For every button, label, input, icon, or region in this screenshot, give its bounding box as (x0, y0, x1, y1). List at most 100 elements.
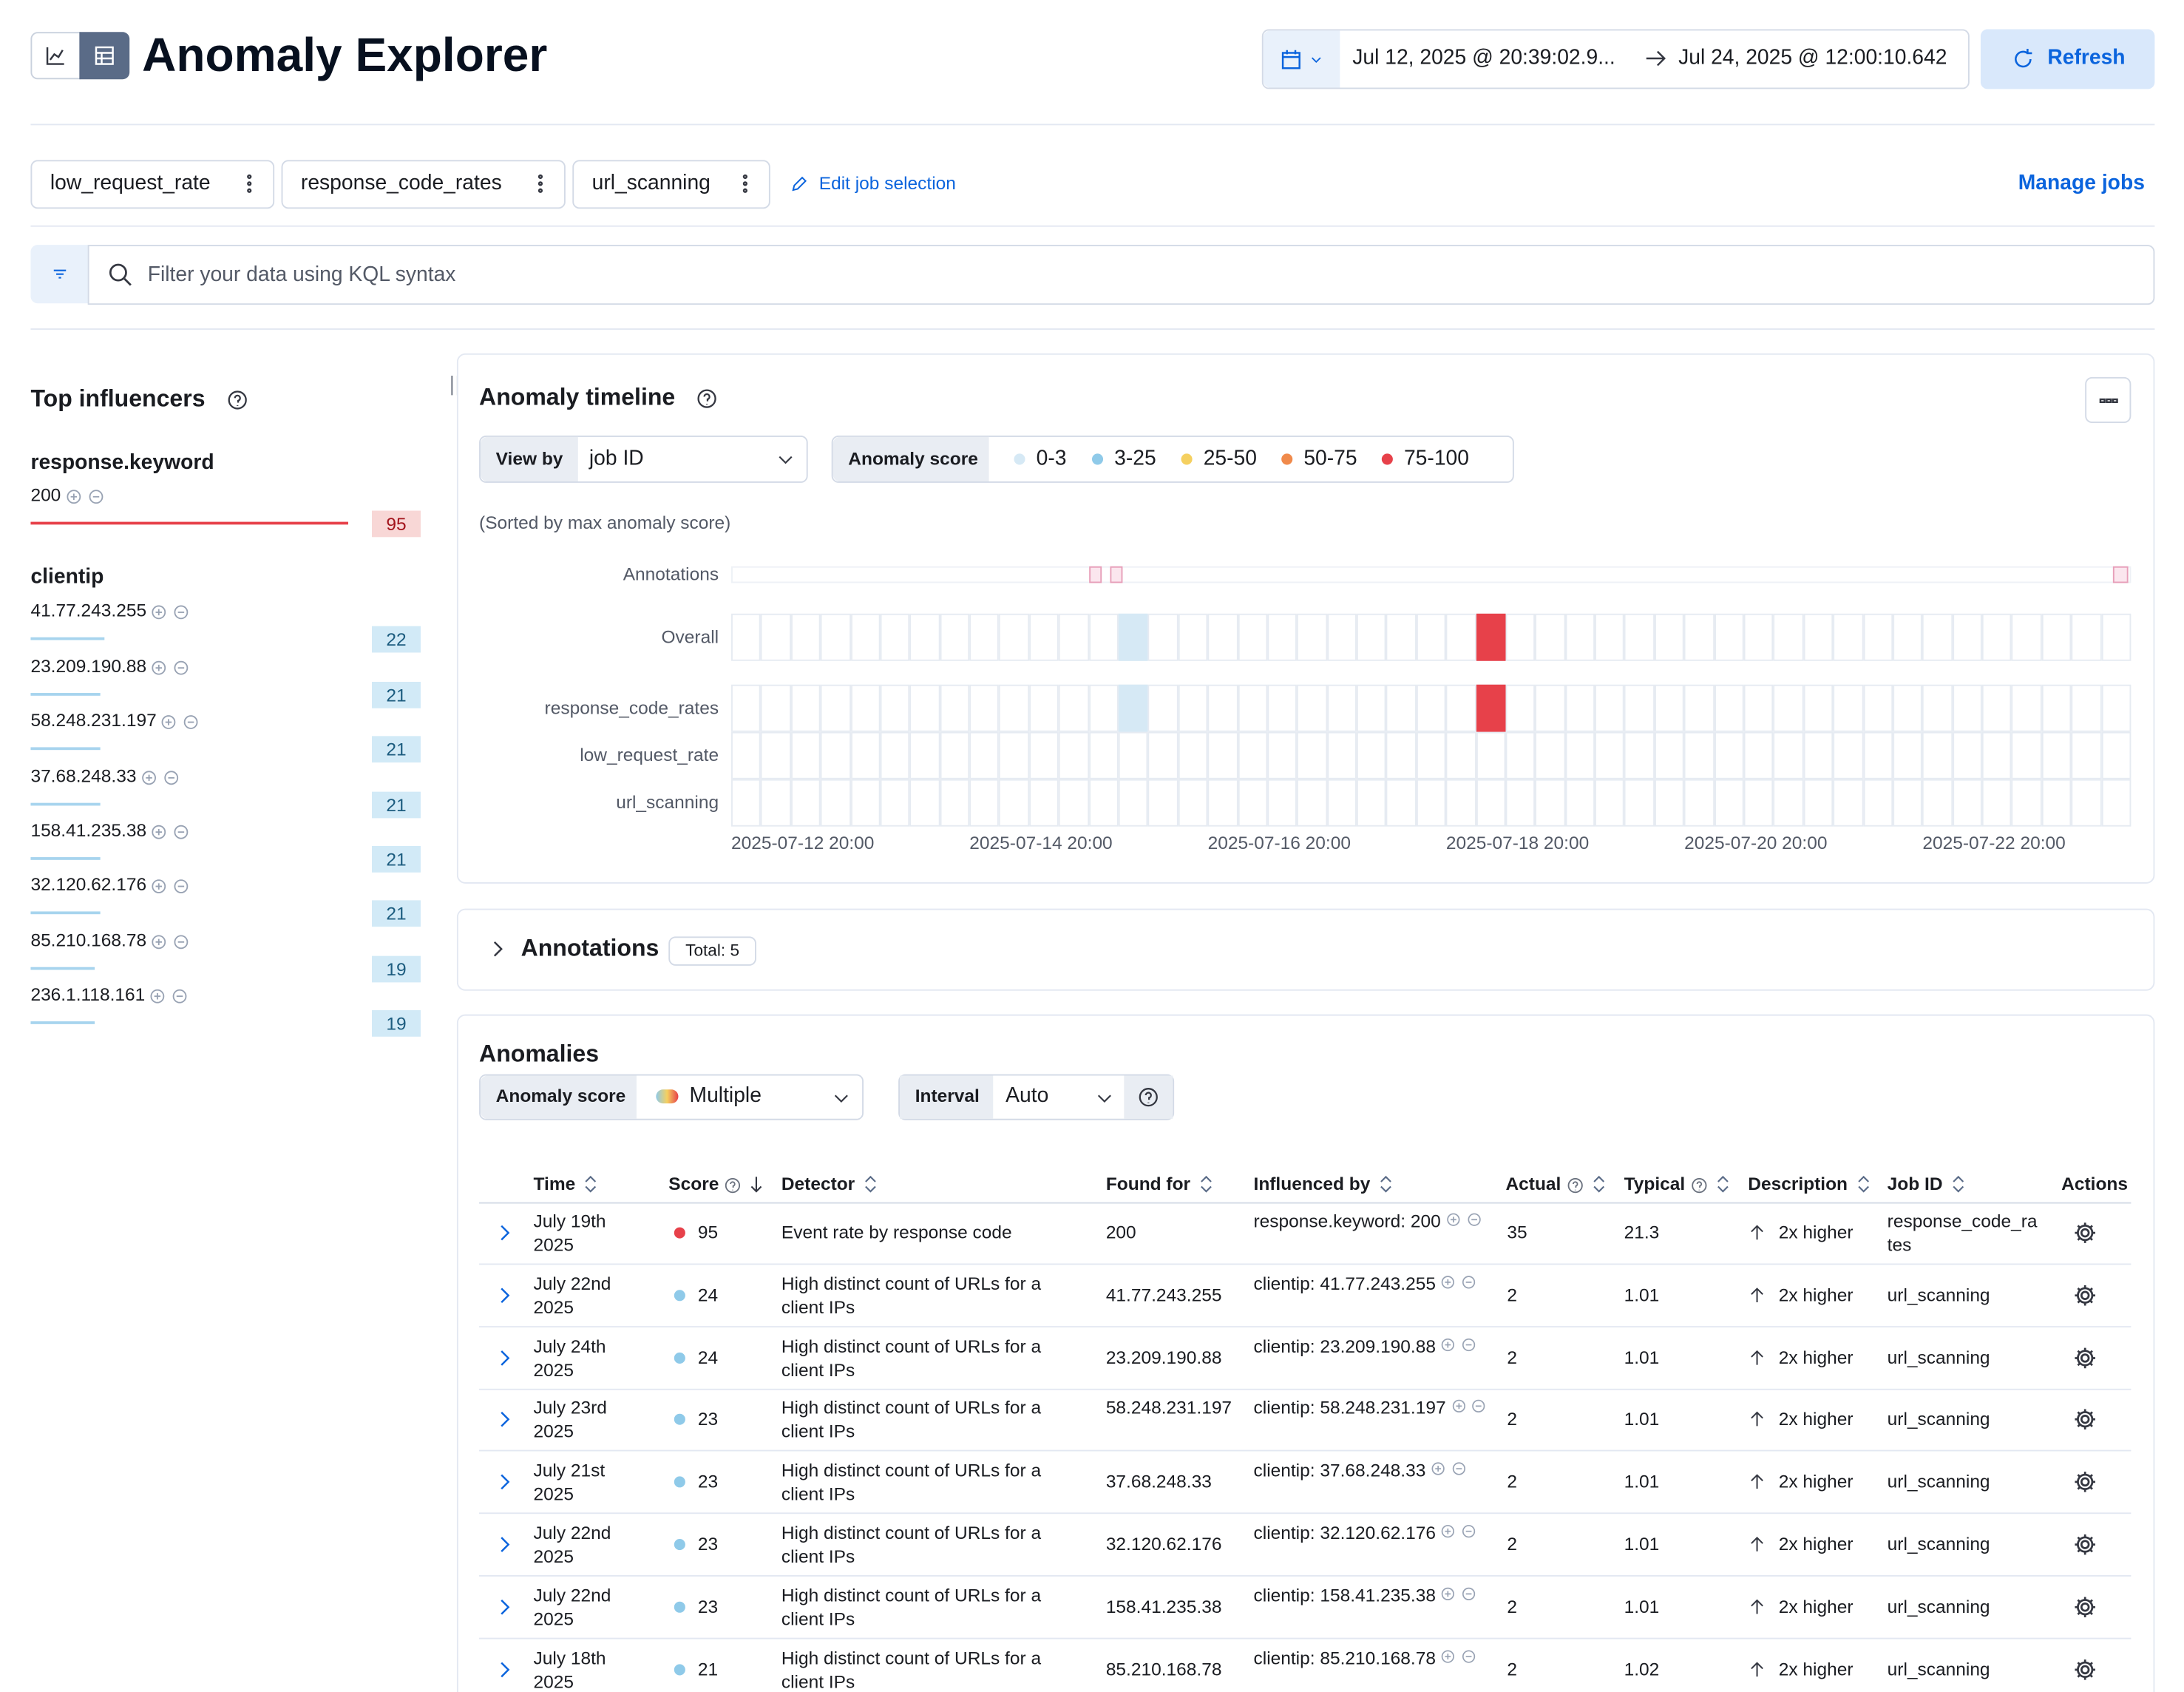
sort-icon[interactable] (861, 1173, 880, 1202)
icon (1953, 1177, 1963, 1191)
filter-icons[interactable] (1436, 1336, 1476, 1356)
actions-gear[interactable] (2072, 1657, 2097, 1688)
column-header[interactable]: Job ID (1888, 1170, 1943, 1198)
typical: 1.01 (1624, 1468, 1660, 1496)
typical: 1.01 (1624, 1531, 1660, 1559)
heatmap-cell (731, 732, 761, 779)
more-button[interactable] (2085, 377, 2131, 423)
actions-gear[interactable] (2072, 1469, 2097, 1501)
expand-row[interactable] (493, 1658, 515, 1688)
annotation-marker[interactable] (2113, 566, 2129, 583)
up-arrow (1748, 1659, 1766, 1686)
table-view-button[interactable] (79, 32, 129, 79)
expand-row[interactable] (493, 1471, 515, 1500)
filter-icons[interactable] (66, 487, 108, 504)
filter-icons[interactable] (160, 713, 203, 730)
sort-icon[interactable] (1376, 1173, 1395, 1202)
actions-gear[interactable] (2072, 1407, 2097, 1439)
date-end[interactable]: Jul 24, 2025 @ 12:00:10.642 (1678, 44, 1947, 72)
chart-view-button[interactable] (30, 32, 81, 79)
expand-row[interactable] (493, 1222, 515, 1251)
job-menu-icon[interactable] (529, 172, 552, 202)
sort-icon[interactable] (1713, 1173, 1732, 1202)
found-for: 37.68.248.33 (1106, 1469, 1243, 1493)
help-icon (227, 390, 248, 418)
heatmap-anomaly[interactable] (1119, 685, 1148, 732)
filter-button[interactable] (30, 245, 89, 303)
actions-gear[interactable] (2072, 1345, 2097, 1377)
date-arrow (1644, 47, 1669, 77)
icon (1441, 1648, 1456, 1664)
sort-icon[interactable] (1196, 1173, 1215, 1202)
sort-icon[interactable] (1854, 1173, 1873, 1202)
filter-icons[interactable] (1436, 1647, 1476, 1668)
filter-icons[interactable] (1436, 1273, 1476, 1293)
icon (2097, 389, 2119, 411)
expand-row[interactable] (493, 1596, 515, 1625)
filter-icons[interactable] (1441, 1211, 1482, 1231)
column-header[interactable]: Description (1748, 1170, 1848, 1198)
job-menu-icon[interactable] (238, 172, 260, 202)
filter-icons[interactable] (150, 877, 192, 894)
description: 2x higher (1779, 1219, 1854, 1247)
icon (586, 1177, 595, 1191)
sort-icon[interactable] (1590, 1173, 1609, 1202)
edit-job-selection[interactable]: Edit job selection (819, 170, 956, 198)
column-header[interactable]: Score (668, 1170, 719, 1198)
actions-gear[interactable] (2072, 1282, 2097, 1314)
icon (1751, 1475, 1763, 1489)
heatmap-anomaly[interactable] (1476, 614, 1505, 661)
sort-icon[interactable] (1949, 1173, 1968, 1202)
column-header[interactable]: Found for (1106, 1170, 1190, 1198)
icon (501, 1350, 508, 1364)
actions-gear[interactable] (2072, 1532, 2097, 1564)
filter-icons[interactable] (1425, 1460, 1466, 1480)
column-header[interactable]: Detector (781, 1170, 855, 1198)
heatmap-cell (1327, 779, 1357, 827)
filter-icons[interactable] (1436, 1522, 1476, 1543)
filter-icons[interactable] (150, 932, 192, 949)
heatmap-cell (2042, 614, 2072, 661)
heatmap-cell (880, 732, 909, 779)
filter-icons[interactable] (140, 768, 183, 785)
column-header[interactable]: Influenced by (1254, 1170, 1371, 1198)
date-start[interactable]: Jul 12, 2025 @ 20:39:02.9... (1352, 44, 1615, 72)
filter-icons[interactable] (1436, 1585, 1476, 1605)
job-menu-icon[interactable] (734, 172, 756, 202)
legend-label: 75-100 (1404, 445, 1469, 473)
column-header[interactable]: Actual (1505, 1170, 1561, 1198)
heatmap-anomaly[interactable] (1119, 614, 1148, 661)
influencer-text: clientip: 41.77.243.255 (1254, 1273, 1436, 1293)
filter-icons[interactable] (149, 987, 191, 1004)
heatmap-cell (1595, 685, 1624, 732)
heatmap-cell (1386, 779, 1416, 827)
icon (2078, 1662, 2092, 1676)
sort-icon[interactable] (581, 1173, 600, 1202)
legend-dot (1181, 453, 1193, 464)
filter-icons[interactable] (150, 603, 192, 620)
actions-gear[interactable] (2072, 1594, 2097, 1626)
expand-row[interactable] (493, 1534, 515, 1563)
date-quick-menu[interactable] (1264, 30, 1340, 87)
column-header[interactable]: Typical (1624, 1170, 1686, 1198)
expand-row[interactable] (493, 1284, 515, 1313)
expand-row[interactable] (493, 1409, 515, 1438)
filter-icons[interactable] (150, 658, 192, 675)
column-header[interactable]: Time (534, 1170, 576, 1198)
heatmap-cell (940, 732, 969, 779)
search-placeholder: Filter your data using KQL syntax (148, 262, 456, 290)
annotation-marker[interactable] (1089, 566, 1102, 583)
heatmap-anomaly[interactable] (1476, 685, 1505, 732)
filter-icons[interactable] (150, 822, 192, 839)
heatmap-cell (1327, 614, 1357, 661)
expand-row[interactable] (493, 1347, 515, 1376)
score-dot (674, 1539, 685, 1550)
manage-jobs[interactable]: Manage jobs (2018, 170, 2145, 198)
expand-icon[interactable] (486, 938, 508, 967)
actions-gear[interactable] (2072, 1220, 2097, 1252)
annotation-marker[interactable] (1110, 566, 1122, 583)
filter-icons[interactable] (1446, 1398, 1487, 1418)
sort-icon[interactable] (747, 1173, 766, 1202)
heatmap-cell (940, 779, 969, 827)
